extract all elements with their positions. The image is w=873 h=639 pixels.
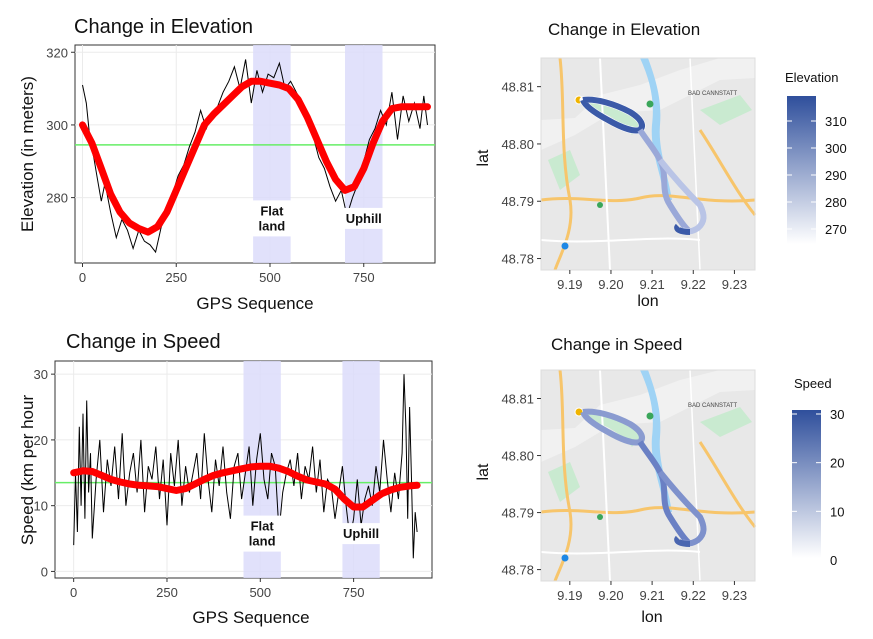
y-axis-label: Elevation (in meters) [18,76,37,232]
y-tick-label: 300 [46,118,68,133]
x-tick-label: 9.22 [681,588,706,603]
y-tick-label: 10 [34,499,48,514]
x-tick-label: 0 [79,270,86,285]
chart-title: Change in Elevation [548,20,700,39]
y-tick-label: 48.79 [501,506,534,521]
legend-tick-label: 300 [825,141,847,156]
y-axis-label: Speed (km per hour [18,395,37,546]
map-place-label: BAD CANNSTATT [688,91,737,97]
x-axis-label: GPS Sequence [192,608,309,627]
x-tick-label: 9.20 [598,588,623,603]
route-points [580,96,707,235]
route-points [580,408,707,547]
smoothed-speed-line [70,462,421,511]
x-axis-label: lon [637,293,658,310]
x-tick-label: 9.23 [722,277,747,292]
x-tick-label: 500 [259,270,281,285]
x-tick-label: 9.21 [639,588,664,603]
highlight-band [342,361,380,578]
lat-axis-ticks: 48.78 48.79 48.80 48.81 [501,392,541,578]
x-tick-label: 750 [343,585,365,600]
y-tick-label: 48.80 [501,449,534,464]
x-axis-label: GPS Sequence [196,294,313,313]
smoothed-elevation-line [79,77,431,236]
y-axis-ticks: 0 10 20 30 [34,367,55,579]
chart-title: Change in Speed [551,335,682,354]
map-background: BAD CANNSTATT [540,369,757,582]
y-axis-label: lat [475,149,492,166]
legend-tick-label: 30 [830,407,844,422]
legend-tick-label: 270 [825,222,847,237]
y-tick-label: 320 [46,45,68,60]
chart-title: Change in Speed [66,331,221,353]
map-background: BAD CANNSTATT [540,57,757,271]
band-label: Flat [251,519,275,534]
legend-title: Speed [794,376,832,391]
legend-tick-label: 0 [830,553,837,568]
y-axis-label: lat [475,463,492,480]
band-label: land [249,534,276,549]
x-axis-ticks: 0 250 500 750 [79,263,375,285]
x-tick-label: 250 [165,270,187,285]
elevation-map-panel: Change in Elevation BAD CANNSTATT [475,20,847,310]
x-tick-label: 0 [70,585,77,600]
legend-tick-label: 310 [825,114,847,129]
band-label: Uphill [343,526,379,541]
x-tick-label: 9.21 [639,277,664,292]
legend-ticks: 310 300 290 280 270 [787,114,847,237]
chart-title: Change in Elevation [74,16,253,38]
y-tick-label: 48.79 [501,194,534,209]
map-frame [540,57,756,271]
band-label-bg [247,200,296,237]
y-tick-label: 48.78 [501,252,534,267]
y-axis-ticks: 280 300 320 [46,45,75,206]
x-tick-label: 250 [156,585,178,600]
lat-axis-ticks: 48.78 48.79 48.80 48.81 [501,80,541,267]
speed-map-panel: Change in Speed BAD CANNSTATT [475,335,844,626]
raw-speed-line [73,374,418,559]
legend-tick-label: 20 [830,456,844,471]
y-tick-label: 48.80 [501,137,534,152]
map-frame [540,369,756,582]
y-tick-label: 30 [34,367,48,382]
legend-tick-label: 280 [825,195,847,210]
band-label-bg [339,207,388,229]
x-tick-label: 500 [249,585,271,600]
x-tick-label: 9.20 [598,277,623,292]
lon-axis-ticks: 9.19 9.20 9.21 9.22 9.23 [557,581,747,603]
legend-title: Elevation [785,70,838,85]
y-tick-label: 280 [46,191,68,206]
x-tick-label: 9.19 [557,588,582,603]
band-label-bg [337,523,386,545]
y-tick-label: 48.81 [501,392,534,407]
y-tick-label: 20 [34,433,48,448]
x-axis-label: lon [641,609,662,626]
legend-tick-label: 10 [830,504,844,519]
legend-tick-label: 290 [825,168,847,183]
x-axis-ticks: 0 250 500 750 [70,578,364,600]
x-tick-label: 750 [353,270,375,285]
y-tick-label: 0 [41,564,48,579]
highlight-band [345,45,383,263]
x-tick-label: 9.23 [722,588,747,603]
x-tick-label: 9.19 [557,277,582,292]
band-label: Flat [260,203,284,218]
y-tick-label: 48.78 [501,563,534,578]
raw-elevation-line [82,59,428,254]
legend-ticks: 30 20 10 0 [792,407,844,568]
lon-axis-ticks: 9.19 9.20 9.21 9.22 9.23 [557,270,747,292]
band-label: land [259,218,286,233]
legend-colorbar [787,96,816,244]
band-label-bg [238,515,287,552]
legend-colorbar [792,410,821,558]
map-place-label: BAD CANNSTATT [688,403,737,409]
band-label: Uphill [346,211,382,226]
y-tick-label: 48.81 [501,80,534,95]
x-tick-label: 9.22 [681,277,706,292]
